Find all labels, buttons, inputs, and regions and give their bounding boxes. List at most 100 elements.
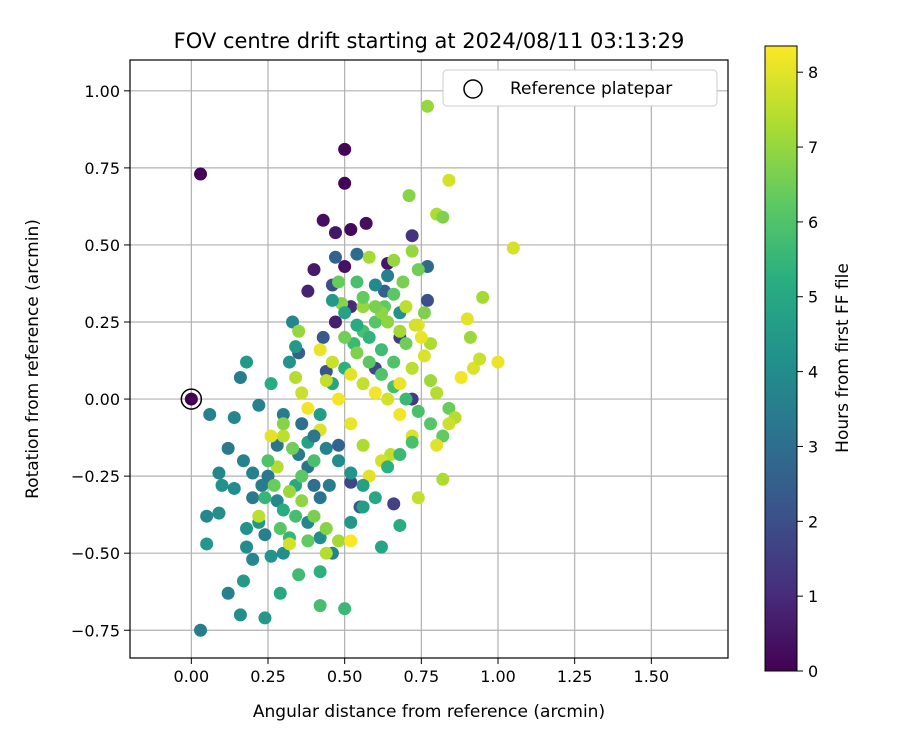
colorbar-tick-label: 5 (808, 288, 818, 307)
data-point (362, 355, 376, 369)
data-point (319, 546, 333, 560)
data-point (399, 392, 413, 406)
data-point (368, 491, 382, 505)
data-point (313, 343, 327, 357)
data-point (344, 466, 358, 480)
data-point (261, 469, 275, 483)
data-point (282, 355, 296, 369)
x-tick-label: 1.50 (634, 667, 670, 686)
data-point (405, 361, 419, 375)
data-point (316, 213, 330, 227)
legend-marker-circle-icon (463, 79, 483, 99)
data-point (356, 438, 370, 452)
data-point (381, 460, 395, 474)
data-point (338, 602, 352, 616)
data-point (212, 466, 226, 480)
legend-label: Reference platepar (510, 79, 672, 99)
reference-marker (180, 388, 203, 410)
data-point (460, 312, 474, 326)
data-point (227, 481, 241, 495)
data-point (240, 522, 254, 536)
data-point (313, 407, 327, 421)
data-point (338, 306, 352, 320)
data-point (246, 552, 260, 566)
data-point (368, 386, 382, 400)
y-tick-label: 0.75 (84, 159, 120, 178)
colorbar-tick-label: 8 (808, 63, 818, 82)
data-point (463, 330, 477, 344)
data-point (393, 448, 407, 462)
data-point (362, 250, 376, 264)
data-point (233, 608, 247, 622)
data-point (255, 478, 269, 492)
data-point (405, 435, 419, 449)
data-point (411, 491, 425, 505)
data-point (476, 290, 490, 304)
data-point (252, 398, 266, 412)
data-point (328, 226, 342, 240)
data-point (344, 223, 358, 237)
data-point (270, 460, 284, 474)
data-point (246, 466, 260, 480)
x-tick-label: 0.00 (174, 667, 210, 686)
data-point (436, 429, 450, 443)
data-point (276, 503, 290, 517)
x-tick-label: 0.25 (250, 667, 286, 686)
data-point (399, 337, 413, 351)
x-axis-label: Angular distance from reference (arcmin) (253, 702, 605, 722)
data-point (332, 275, 346, 289)
data-point (362, 469, 376, 483)
data-point (194, 623, 208, 637)
data-point (350, 275, 364, 289)
data-point (322, 478, 336, 492)
x-axis-ticks: 0.00 0.25 0.50 0.75 1.00 1.25 1.50 (174, 658, 670, 686)
y-tick-label: 0.25 (84, 313, 120, 332)
data-point (286, 441, 300, 455)
data-point (221, 441, 235, 455)
data-point (387, 253, 401, 267)
y-tick-label: 0.50 (84, 236, 120, 255)
colorbar-gradient (764, 45, 798, 672)
data-point (325, 355, 339, 369)
data-point (301, 401, 315, 415)
data-point (332, 438, 346, 452)
data-point (307, 263, 321, 277)
colorbar-tick-label: 2 (808, 512, 818, 531)
data-point (344, 515, 358, 529)
data-point (374, 367, 388, 381)
data-point (414, 330, 428, 344)
data-point (264, 429, 278, 443)
data-point (350, 247, 364, 261)
data-point (359, 216, 373, 230)
y-tick-label: −0.75 (71, 621, 120, 640)
data-point (276, 407, 290, 421)
data-point (252, 509, 266, 523)
data-point (295, 386, 309, 400)
data-point (417, 306, 431, 320)
data-point (393, 324, 407, 338)
x-tick-label: 1.00 (480, 667, 516, 686)
data-point (307, 454, 321, 468)
data-point (236, 454, 250, 468)
data-point (393, 377, 407, 391)
x-tick-label: 0.50 (327, 667, 363, 686)
data-point (240, 355, 254, 369)
data-point (473, 352, 487, 366)
colorbar-tick-label: 1 (808, 587, 818, 606)
data-point (292, 568, 306, 582)
data-point (292, 324, 306, 338)
data-point (405, 244, 419, 258)
data-point (212, 506, 226, 520)
data-point (258, 611, 272, 625)
data-point (381, 315, 395, 329)
data-point (417, 349, 431, 363)
data-point (344, 475, 358, 489)
data-point (381, 269, 395, 283)
data-point (466, 361, 480, 375)
y-axis-label: Rotation from reference (arcmin) (23, 219, 43, 499)
data-point (307, 478, 321, 492)
data-point (276, 417, 290, 431)
data-point (258, 491, 272, 505)
data-point (282, 485, 296, 499)
data-point (301, 534, 315, 548)
